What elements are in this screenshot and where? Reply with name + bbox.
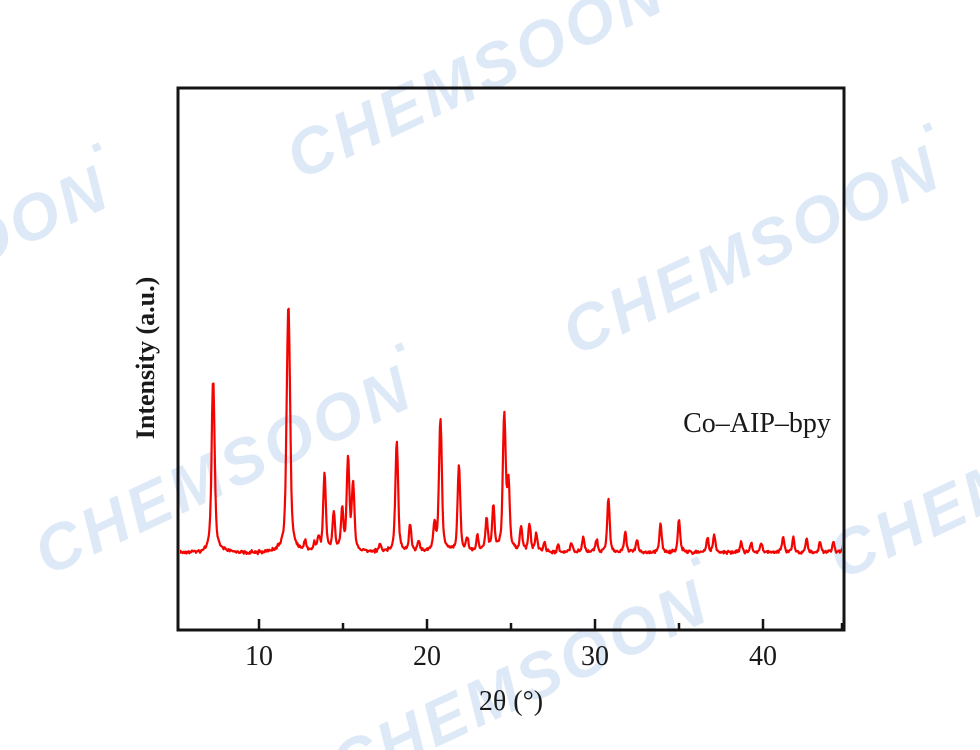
plot-frame [176,86,846,632]
x-tick-label: 10 [245,641,273,672]
sample-label: Co–AIP–bpy [683,408,831,439]
xrd-trace [180,307,842,556]
x-tick-label: 20 [413,641,441,672]
x-tick-label: 30 [581,641,609,672]
x-tick-label: 40 [749,641,777,672]
y-axis-title: Intensity (a.u.) [131,276,160,440]
x-axis-title: 2θ (°) [478,686,544,717]
